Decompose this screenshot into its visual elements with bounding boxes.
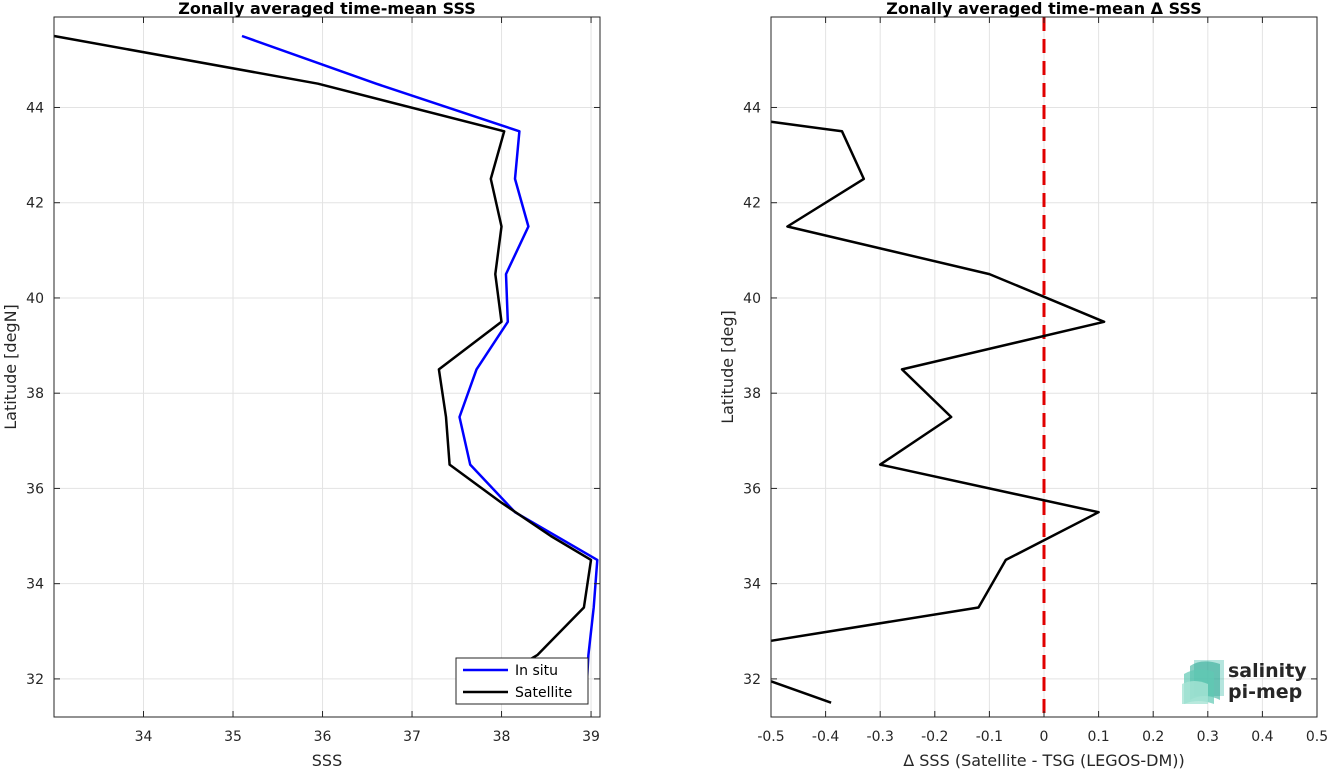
right-x-tick-label: 0.2: [1142, 729, 1164, 745]
left-series-line-in-situ: [241, 34, 599, 689]
salinity-pi-mep-logo: salinity pi-mep: [1182, 660, 1307, 704]
left-y-tick-label: 36: [26, 481, 44, 497]
right-y-axis-label: Latitude [deg]: [718, 310, 737, 424]
right-x-tick-label: -0.4: [812, 729, 839, 745]
left-series: [53, 34, 599, 704]
left-y-tick-label: 32: [26, 672, 44, 688]
left-ticks: 34 35 36 37 38 39 32 34 36 38 40 42 44: [26, 17, 600, 745]
legend-box: [455, 657, 589, 705]
right-y-tick-label: 32: [743, 672, 761, 688]
right-x-tick-label: 0.1: [1087, 729, 1109, 745]
right-y-tick-label: 36: [743, 481, 761, 497]
right-x-tick-label: -0.2: [921, 729, 948, 745]
logo-text-line2: pi-mep: [1228, 681, 1302, 703]
right-ticks: -0.5 -0.4 -0.3 -0.2 -0.1 0 0.1 0.2 0.3 0.4 0.5 32 34…: [743, 17, 1328, 745]
left-panel: 34 35 36 37 38 39 32 34 36 38 40 42 44 Zonally avera…: [1, 0, 601, 770]
left-y-tick-label: 40: [26, 291, 44, 307]
right-y-tick-label: 42: [743, 196, 761, 212]
right-chart-title: Zonally averaged time-mean Δ SSS: [886, 0, 1202, 18]
legend-in-situ-label: In situ: [515, 663, 558, 679]
left-x-tick-label: 35: [224, 729, 242, 745]
right-series: [770, 17, 1106, 717]
left-x-tick-label: 37: [403, 729, 421, 745]
right-y-tick-label: 40: [743, 291, 761, 307]
left-grid: [54, 17, 600, 717]
right-series-line-delta-sss-0: [770, 120, 1106, 643]
right-y-tick-label: 44: [743, 100, 761, 116]
left-x-tick-label: 34: [135, 729, 153, 745]
legend-satellite-label: Satellite: [515, 685, 572, 701]
left-x-tick-label: 39: [582, 729, 600, 745]
right-y-tick-label: 34: [743, 577, 761, 593]
left-plot-area: [54, 17, 600, 717]
right-x-tick-label: -0.1: [976, 729, 1003, 745]
right-x-tick-label: 0.5: [1306, 729, 1328, 745]
wave-icon: [1182, 660, 1224, 704]
left-y-tick-label: 44: [26, 100, 44, 116]
right-x-tick-label: 0: [1040, 729, 1049, 745]
legend: In situ Satellite: [455, 657, 589, 705]
logo-text-line1: salinity: [1228, 660, 1307, 682]
left-y-tick-label: 34: [26, 577, 44, 593]
right-x-tick-label: 0.3: [1197, 729, 1219, 745]
left-y-axis-label: Latitude [degN]: [1, 304, 20, 430]
left-x-tick-label: 38: [493, 729, 511, 745]
left-chart-title: Zonally averaged time-mean SSS: [178, 0, 476, 18]
left-x-axis-label: SSS: [312, 751, 342, 769]
left-series-line-satellite: [53, 34, 593, 704]
left-x-tick-label: 36: [314, 729, 332, 745]
left-axes-box: [53, 16, 601, 718]
left-y-tick-label: 38: [26, 386, 44, 402]
right-y-tick-label: 38: [743, 386, 761, 402]
right-x-tick-label: -0.5: [757, 729, 784, 745]
right-series-line-delta-sss-1: [770, 680, 832, 704]
right-x-tick-label: 0.4: [1251, 729, 1273, 745]
right-panel: -0.5 -0.4 -0.3 -0.2 -0.1 0 0.1 0.2 0.3 0.4 0.5 32 34…: [718, 0, 1328, 770]
right-x-tick-label: -0.3: [867, 729, 894, 745]
right-x-axis-label: Δ SSS (Satellite - TSG (LEGOS-DM)): [903, 751, 1185, 769]
left-y-tick-label: 42: [26, 196, 44, 212]
